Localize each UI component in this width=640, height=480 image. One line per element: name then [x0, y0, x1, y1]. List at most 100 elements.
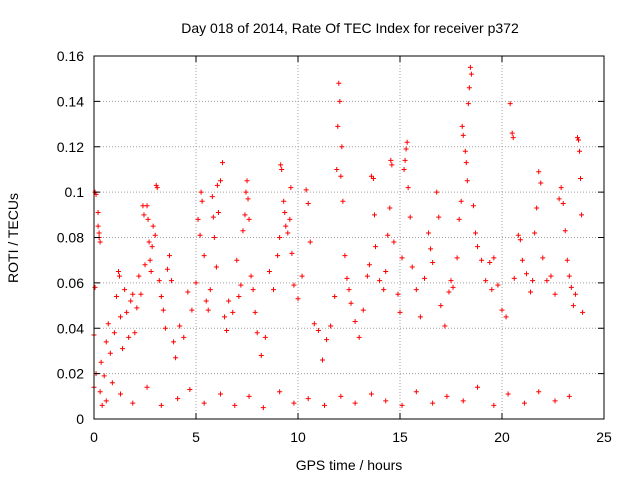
data-point [381, 287, 387, 293]
data-point [448, 278, 454, 284]
data-point [96, 230, 102, 236]
data-point [491, 255, 497, 261]
data-point [389, 162, 395, 168]
data-point [307, 239, 313, 245]
data-point [107, 350, 113, 356]
data-point [399, 255, 405, 261]
data-point [434, 189, 440, 195]
data-point [277, 235, 283, 240]
data-point [391, 239, 397, 245]
data-point [346, 287, 352, 293]
data-point [289, 250, 295, 256]
data-point [489, 287, 495, 293]
x-tick-label: 0 [90, 429, 98, 445]
data-point [352, 318, 358, 324]
data-point [98, 359, 104, 365]
data-point [278, 162, 284, 168]
data-point [103, 339, 109, 345]
data-point [538, 180, 544, 186]
chart-title: Day 018 of 2014, Rate Of TEC Index for r… [181, 20, 519, 36]
data-point [242, 212, 248, 218]
data-point [118, 314, 124, 320]
y-tick-label: 0.06 [57, 275, 84, 291]
data-point [515, 232, 521, 238]
data-point [217, 391, 223, 397]
data-point [164, 266, 170, 272]
y-tick-label: 0.04 [57, 320, 84, 336]
data-point [117, 273, 122, 279]
data-point [544, 278, 550, 284]
data-point [175, 396, 181, 402]
y-tick-label: 0.02 [57, 366, 84, 382]
data-point [436, 214, 442, 220]
data-point [305, 396, 311, 402]
data-point [574, 135, 580, 141]
y-axis-label: ROTI / TECUs [5, 193, 21, 283]
data-point [113, 293, 119, 299]
data-point [430, 400, 436, 406]
data-point [509, 130, 515, 136]
data-point [360, 307, 366, 313]
data-point [373, 244, 379, 250]
data-point [195, 216, 201, 222]
data-point [146, 239, 152, 245]
data-point [467, 64, 473, 70]
data-point [238, 282, 244, 288]
data-point [463, 160, 469, 166]
data-point [254, 330, 260, 336]
data-point [426, 230, 432, 236]
data-point [338, 393, 344, 399]
data-point [338, 173, 344, 179]
data-point [503, 314, 509, 320]
data-point [456, 216, 462, 222]
data-point [446, 289, 452, 295]
data-point [217, 178, 223, 184]
data-point [472, 230, 478, 236]
data-point [438, 303, 444, 309]
data-point [428, 246, 434, 252]
data-point [283, 223, 289, 229]
data-point [181, 334, 187, 340]
data-point [421, 275, 427, 281]
data-point [234, 257, 240, 263]
data-point [97, 389, 103, 395]
data-point [337, 98, 343, 104]
data-point [383, 398, 389, 404]
data-point [95, 223, 101, 229]
data-point [95, 210, 101, 216]
data-point [198, 189, 204, 195]
data-point [387, 205, 393, 211]
data-point [383, 269, 389, 275]
data-point [262, 334, 268, 340]
data-point [136, 273, 142, 279]
data-point [459, 123, 465, 129]
data-point [470, 203, 476, 209]
data-point [189, 307, 195, 313]
data-point [97, 239, 103, 245]
data-point [335, 123, 341, 129]
data-point [160, 307, 166, 313]
data-point [244, 178, 250, 184]
data-point [385, 232, 391, 238]
data-point [144, 384, 150, 390]
data-point [115, 269, 121, 275]
data-point [348, 300, 354, 306]
data-point [145, 216, 151, 222]
data-point [281, 198, 287, 204]
data-point [505, 391, 511, 397]
data-point [153, 182, 159, 188]
data-point [220, 160, 226, 166]
data-point [150, 223, 156, 229]
data-point [171, 339, 177, 345]
data-point [166, 253, 172, 259]
y-tick-label: 0.16 [57, 48, 84, 64]
data-point [430, 259, 436, 265]
data-point [407, 214, 413, 220]
data-point [158, 293, 164, 299]
data-point [158, 402, 164, 408]
data-point [187, 387, 193, 393]
data-point [277, 389, 283, 395]
axis-ticks: 0 5 10 15 20 25 0 0.02 0.04 0.06 0.08 0.1 0.12 0.14 0.… [57, 48, 612, 445]
data-point [291, 400, 297, 406]
grid-lines [94, 56, 604, 419]
